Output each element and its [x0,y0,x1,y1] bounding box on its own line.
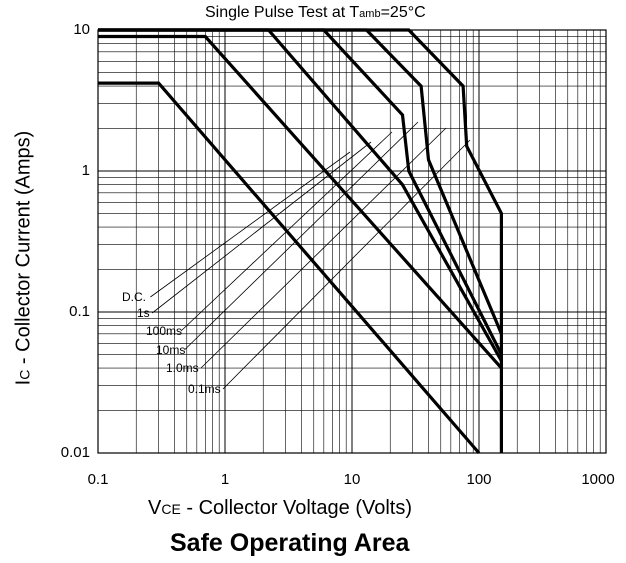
series-line-0 [98,81,481,455]
chart-title: Single Pulse Test at Tamb=25°C [205,4,426,22]
y-tick-label: 10 [73,21,90,38]
xlabel-symbol: V [148,497,162,519]
grid [97,29,607,454]
legend-labels: D.C. 1s 100ms 10ms 1.0ms 0.1ms [122,290,221,396]
x-tick-label: 0.1 [87,471,109,488]
legend-label-1: 1s [137,306,150,320]
series-line-1 [98,34,503,370]
legend-label-0: D.C. [122,290,146,304]
legend-leader-lines [150,121,471,390]
x-tick-label: 1 [220,471,230,488]
x-tick-label: 10 [343,471,361,488]
title-suffix: =25°C [380,4,426,21]
y-tick-label: 1 [81,162,90,179]
ylabel-text: - Collector Current (Amps) [12,130,35,370]
title-main: Single Pulse Test at T [205,4,360,21]
leader-line [200,127,447,369]
title-subscript: amb [359,8,381,20]
y-tick-label: 0.1 [69,303,90,320]
legend-label-5: 0.1ms [188,382,221,396]
series-lines [98,28,503,455]
x-axis-label: VCE - Collector Voltage (Volts) [148,497,412,520]
chart-caption: Safe Operating Area [170,529,410,557]
series-line-5 [98,28,503,453]
legend-label-3: 10ms [156,343,185,357]
leader-line [222,139,471,390]
x-tick-label: 100 [466,471,492,488]
y-tick-label: 0.01 [60,444,90,461]
xlabel-subscript: CE [161,501,181,517]
ylabel-subscript: C [16,369,33,380]
y-axis-label: IC - Collector Current (Amps) [13,131,36,386]
leader-line [151,141,372,314]
xlabel-text: - Collector Voltage (Volts) [180,497,413,519]
leader-line [150,151,351,298]
ylabel-symbol: I [12,379,35,386]
x-tick-label: 1000 [581,471,615,488]
legend-label-4: 1.0ms [166,361,199,375]
legend-label-2: 100ms [146,324,182,338]
